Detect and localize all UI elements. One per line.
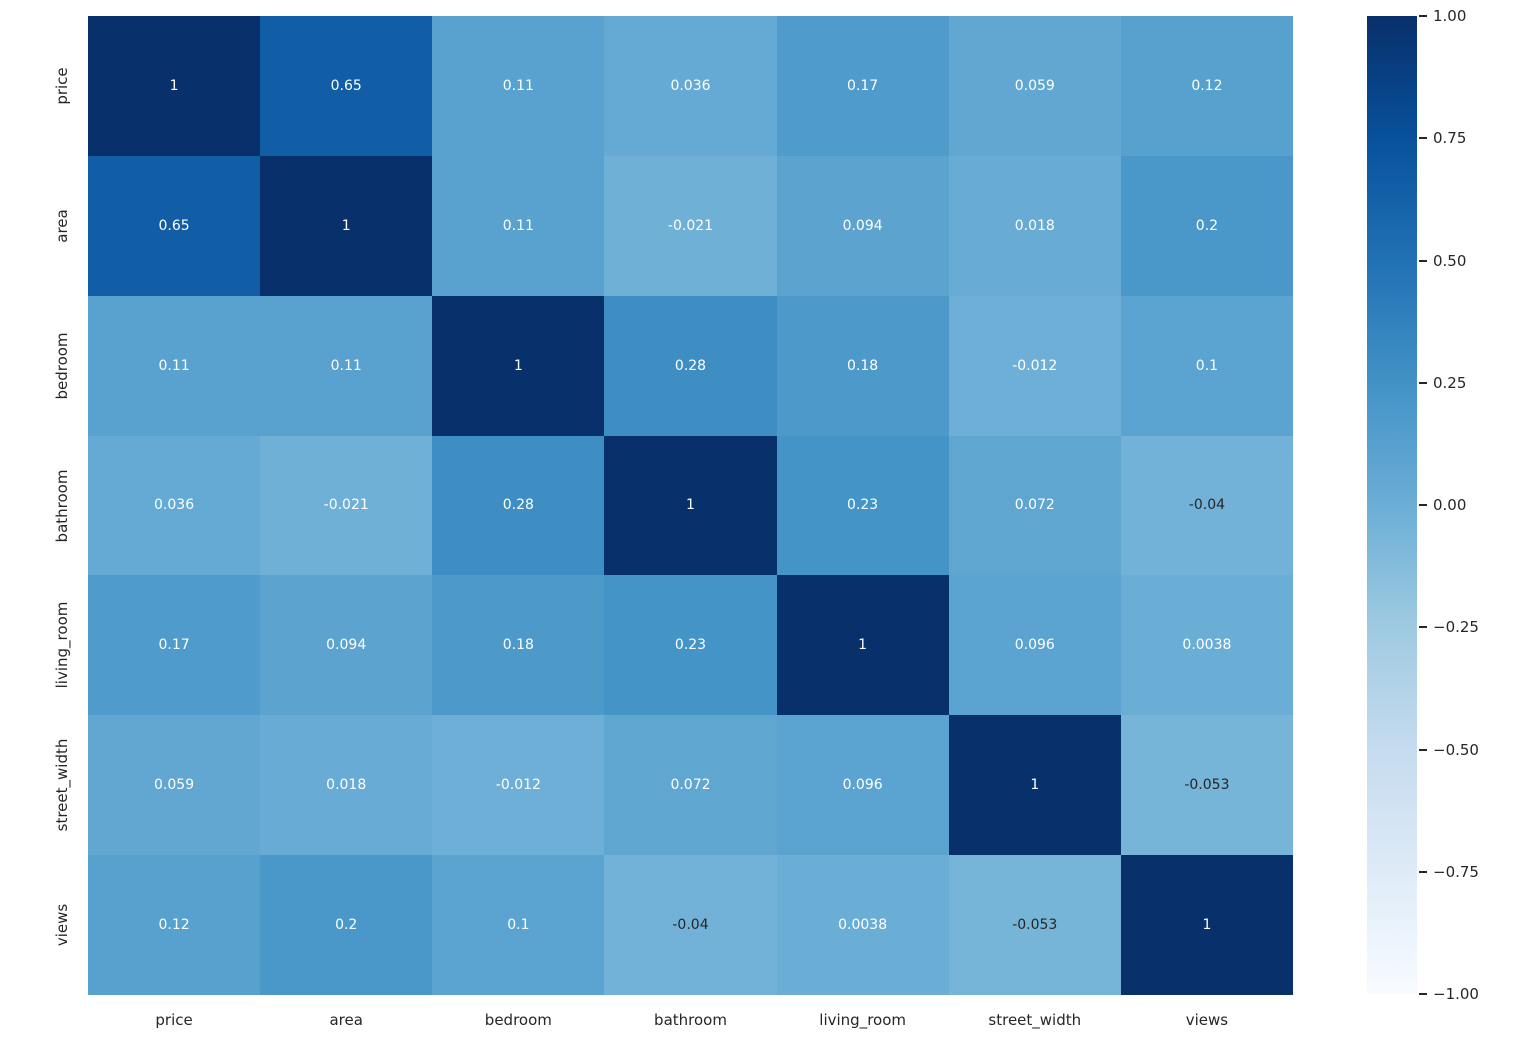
colorbar-gradient <box>1367 16 1417 994</box>
heatmap-cell: 0.072 <box>948 435 1121 576</box>
heatmap-cell: 0.12 <box>1120 16 1293 156</box>
heatmap-cell: 0.018 <box>260 715 433 856</box>
colorbar-tick-mark <box>1419 381 1427 384</box>
heatmap-cell: 0.0038 <box>1120 575 1293 716</box>
heatmap-cell: 1 <box>260 155 433 296</box>
heatmap-cell: -0.021 <box>604 155 777 296</box>
heatmap-grid: 1 0.65 0.11 0.036 0.17 0.059 0.12 0.65 1 0.11 -0.0… <box>88 16 1293 995</box>
colorbar-tick-label: 0.75 <box>1433 129 1467 148</box>
heatmap-cell: 0.65 <box>260 16 433 156</box>
heatmap-cell: 0.18 <box>776 295 949 436</box>
heatmap-cell: 0.28 <box>432 435 605 576</box>
heatmap-cell: 0.18 <box>432 575 605 716</box>
heatmap-cell: 0.23 <box>776 435 949 576</box>
colorbar-tick-label: −0.50 <box>1433 740 1479 759</box>
heatmap-cell: 0.036 <box>88 435 261 576</box>
heatmap-cell: 0.23 <box>604 575 777 716</box>
x-tick-label: views <box>1185 1011 1229 1029</box>
heatmap-cell: 1 <box>88 16 261 156</box>
heatmap-cell: -0.053 <box>948 855 1121 995</box>
colorbar-tick-label: −0.75 <box>1433 862 1479 881</box>
colorbar-tick-label: −0.25 <box>1433 618 1479 637</box>
colorbar-tick-mark <box>1419 259 1427 262</box>
x-tick-label: price <box>155 1011 193 1029</box>
heatmap-cell: 0.072 <box>604 715 777 856</box>
heatmap-cell: 1 <box>776 575 949 716</box>
colorbar-tick-mark <box>1419 504 1427 506</box>
x-tick-label: street_width <box>988 1011 1082 1029</box>
y-tick-label: living_room <box>53 601 71 689</box>
heatmap-cell: 0.096 <box>776 715 949 856</box>
colorbar-tick-mark <box>1419 748 1427 751</box>
colorbar-tick-mark <box>1419 870 1427 873</box>
colorbar-tick-label: 0.25 <box>1433 373 1467 392</box>
heatmap-cell: 0.018 <box>948 155 1121 296</box>
heatmap-cell: 0.12 <box>88 855 261 995</box>
y-tick-label: views <box>53 903 71 947</box>
heatmap-cell: 0.28 <box>604 295 777 436</box>
heatmap-cell: 0.059 <box>948 16 1121 156</box>
heatmap-cell: 1 <box>1120 855 1293 995</box>
colorbar-tick-label: 0.50 <box>1433 251 1467 270</box>
x-tick-label: bathroom <box>654 1011 727 1029</box>
heatmap-cell: -0.04 <box>1120 435 1293 576</box>
heatmap-cell: 0.2 <box>260 855 433 995</box>
heatmap-cell: -0.012 <box>948 295 1121 436</box>
heatmap-cell: 0.2 <box>1120 155 1293 296</box>
x-tick-label: area <box>329 1011 363 1029</box>
heatmap-cell: 0.059 <box>88 715 261 856</box>
heatmap-cell: 0.65 <box>88 155 261 296</box>
colorbar-tick-label: −1.00 <box>1433 985 1479 1003</box>
y-tick-label: street_width <box>53 738 71 832</box>
colorbar-tick-label: 1.00 <box>1433 7 1467 25</box>
heatmap-cell: 0.094 <box>260 575 433 716</box>
heatmap-cell: 0.1 <box>432 855 605 995</box>
heatmap-cell: 0.11 <box>260 295 433 436</box>
colorbar-tick-mark <box>1419 15 1427 17</box>
heatmap-cell: 1 <box>948 715 1121 856</box>
heatmap-cell: -0.021 <box>260 435 433 576</box>
y-tick-label: area <box>53 209 71 243</box>
heatmap-cell: 0.11 <box>432 16 605 156</box>
heatmap-cell: -0.012 <box>432 715 605 856</box>
heatmap-cell: 0.11 <box>432 155 605 296</box>
colorbar-tick-mark <box>1419 993 1427 995</box>
heatmap-cell: 0.096 <box>948 575 1121 716</box>
heatmap-cell: -0.053 <box>1120 715 1293 856</box>
heatmap-cell: 1 <box>432 295 605 436</box>
heatmap-cell: 0.0038 <box>776 855 949 995</box>
y-tick-label: price <box>53 67 71 105</box>
x-tick-label: living_room <box>819 1011 906 1029</box>
heatmap-cell: 1 <box>604 435 777 576</box>
heatmap-cell: 0.036 <box>604 16 777 156</box>
x-tick-label: bedroom <box>484 1011 552 1029</box>
y-tick-label: bedroom <box>53 332 71 400</box>
colorbar-tick-mark <box>1419 137 1427 140</box>
colorbar-tick-label: 0.00 <box>1433 496 1467 514</box>
y-tick-label: bathroom <box>53 469 71 542</box>
heatmap-cell: -0.04 <box>604 855 777 995</box>
heatmap-cell: 0.17 <box>776 16 949 156</box>
heatmap-cell: 0.1 <box>1120 295 1293 436</box>
colorbar-tick-mark <box>1419 626 1427 629</box>
heatmap-cell: 0.11 <box>88 295 261 436</box>
heatmap-cell: 0.17 <box>88 575 261 716</box>
heatmap-cell: 0.094 <box>776 155 949 296</box>
